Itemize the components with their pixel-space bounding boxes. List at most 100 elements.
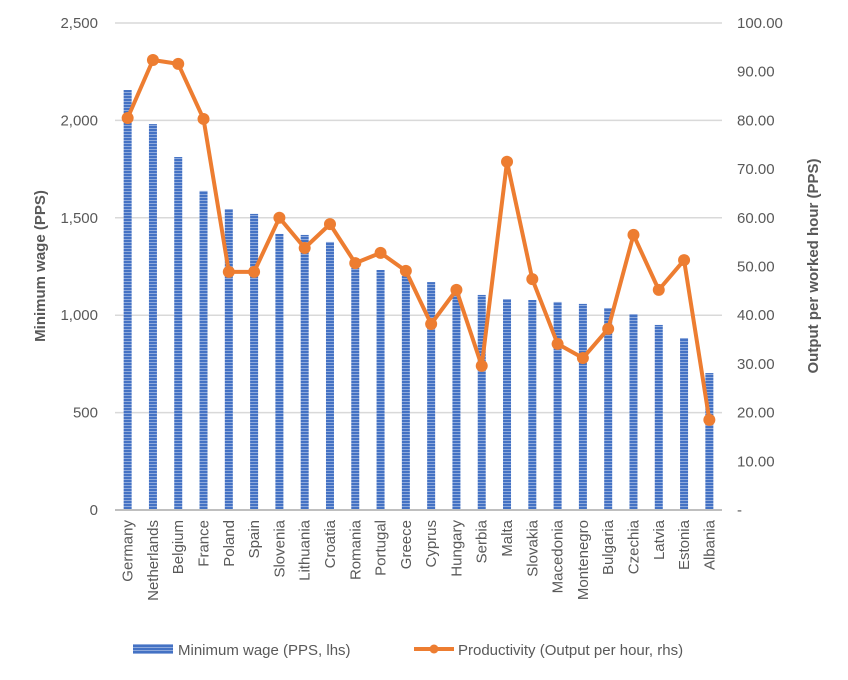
left-tick-label: 2,000 <box>60 112 98 129</box>
bar-croatia[interactable] <box>325 241 334 510</box>
bar-belgium[interactable] <box>174 157 183 510</box>
right-tick-label: 60.00 <box>737 210 775 227</box>
category-label: Slovenia <box>271 519 288 577</box>
point-malta[interactable] <box>501 155 514 168</box>
point-estonia[interactable] <box>678 254 691 267</box>
category-label: Malta <box>499 519 516 556</box>
left-axis-title: Minimum wage (PPS) <box>32 190 49 342</box>
point-portugal[interactable] <box>374 246 387 259</box>
bar-france[interactable] <box>199 190 208 510</box>
point-belgium[interactable] <box>172 57 185 70</box>
bar-cyprus[interactable] <box>427 282 436 510</box>
category-label: Albania <box>701 519 718 570</box>
category-label: Bulgaria <box>600 519 617 575</box>
bar-spain[interactable] <box>250 213 259 511</box>
right-tick-label: 70.00 <box>737 161 775 178</box>
category-label: Macedonia <box>550 519 567 593</box>
right-tick-label: 40.00 <box>737 307 775 324</box>
bar-portugal[interactable] <box>376 270 385 510</box>
bar-bulgaria[interactable] <box>604 307 613 510</box>
bar-hungary[interactable] <box>452 290 461 510</box>
point-albania[interactable] <box>703 413 716 426</box>
point-netherlands[interactable] <box>146 54 159 67</box>
bar-slovakia[interactable] <box>528 300 537 510</box>
point-cyprus[interactable] <box>425 317 438 330</box>
category-label: Spain <box>246 520 263 558</box>
category-label: Portugal <box>373 520 390 576</box>
category-labels: Germany Netherlands Belgium France Poland Spa… <box>120 519 719 601</box>
bar-greece[interactable] <box>401 276 410 510</box>
bar-malta[interactable] <box>503 299 512 510</box>
point-bulgaria[interactable] <box>602 322 615 335</box>
point-slovenia[interactable] <box>273 211 286 224</box>
right-tick-label: - <box>737 502 742 519</box>
point-czechia[interactable] <box>627 228 640 241</box>
legend-item-minimum-wage[interactable]: Minimum wage (PPS, lhs) <box>133 642 351 659</box>
left-tick-label: 500 <box>73 405 98 422</box>
point-macedonia[interactable] <box>551 337 564 350</box>
right-tick-label: 20.00 <box>737 405 775 422</box>
left-tick-label: 0 <box>90 502 98 519</box>
right-tick-label: 10.00 <box>737 453 775 470</box>
point-latvia[interactable] <box>652 283 665 296</box>
category-label: Romania <box>347 519 364 580</box>
left-tick-label: 1,500 <box>60 210 98 227</box>
category-label: Greece <box>398 520 415 569</box>
legend-label-productivity: Productivity (Output per hour, rhs) <box>458 642 683 659</box>
bar-serbia[interactable] <box>477 294 486 510</box>
bar-estonia[interactable] <box>680 337 689 510</box>
bar-albania[interactable] <box>705 373 714 510</box>
category-label: Latvia <box>651 519 668 560</box>
category-label: Hungary <box>448 520 465 577</box>
legend-label-minimum-wage: Minimum wage (PPS, lhs) <box>178 642 351 659</box>
point-lithuania[interactable] <box>298 241 311 254</box>
category-label: Estonia <box>676 519 693 570</box>
category-label: Netherlands <box>145 520 162 601</box>
point-montenegro[interactable] <box>576 352 589 365</box>
bar-germany[interactable] <box>123 90 132 510</box>
category-label: Croatia <box>322 519 339 568</box>
point-croatia[interactable] <box>323 218 336 231</box>
category-label: Serbia <box>474 519 491 563</box>
point-germany[interactable] <box>121 111 134 124</box>
point-slovakia[interactable] <box>526 273 539 286</box>
gridlines <box>115 22 722 414</box>
point-france[interactable] <box>197 112 210 125</box>
category-label: Cyprus <box>423 520 440 568</box>
bar-poland[interactable] <box>224 209 233 510</box>
legend-item-productivity[interactable]: Productivity (Output per hour, rhs) <box>414 642 683 659</box>
bar-romania[interactable] <box>351 268 360 510</box>
right-tick-label: 30.00 <box>737 356 775 373</box>
legend-swatch-marker <box>429 644 439 654</box>
category-label: Poland <box>221 520 238 567</box>
line-series <box>121 54 716 426</box>
bar-slovenia[interactable] <box>275 233 284 511</box>
point-poland[interactable] <box>222 265 235 278</box>
point-spain[interactable] <box>248 265 261 278</box>
bar-series <box>123 90 714 511</box>
point-hungary[interactable] <box>450 283 463 296</box>
category-label: Germany <box>120 520 137 582</box>
category-label: Czechia <box>625 519 642 574</box>
point-serbia[interactable] <box>475 359 488 372</box>
bar-czechia[interactable] <box>629 314 638 510</box>
category-label: Slovakia <box>524 519 541 576</box>
point-greece[interactable] <box>399 264 412 277</box>
bar-lithuania[interactable] <box>300 234 309 511</box>
legend: Minimum wage (PPS, lhs) Productivity (Ou… <box>133 642 683 659</box>
left-axis-ticks: 0 500 1,000 1,500 2,000 2,500 <box>60 15 98 519</box>
right-tick-label: 100.00 <box>737 15 783 32</box>
category-label: Montenegro <box>575 520 592 600</box>
bar-latvia[interactable] <box>654 324 663 510</box>
category-label: Belgium <box>170 520 187 574</box>
bar-macedonia[interactable] <box>553 301 562 510</box>
left-tick-label: 2,500 <box>60 15 98 32</box>
category-label: France <box>196 520 213 567</box>
productivity-line <box>125 58 712 421</box>
legend-swatch-bar <box>133 644 173 654</box>
point-romania[interactable] <box>349 257 362 270</box>
right-tick-label: 80.00 <box>737 112 775 129</box>
bar-montenegro[interactable] <box>578 303 587 510</box>
bar-netherlands[interactable] <box>148 124 157 510</box>
